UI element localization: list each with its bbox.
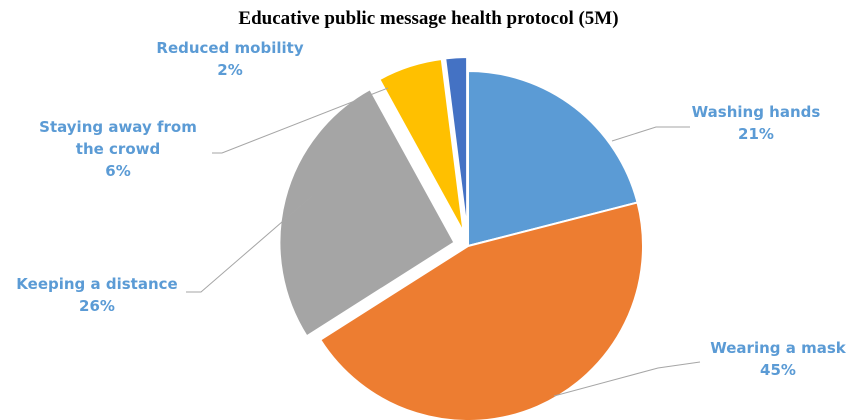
data-label-value-wearing-a-mask: 45% xyxy=(760,361,796,379)
chart-title: Educative public message health protocol… xyxy=(238,8,619,29)
data-label-name-wearing-a-mask: Wearing a mask xyxy=(710,339,847,357)
data-label-name-washing-hands: Washing hands xyxy=(692,103,821,121)
leader-line-staying-away-from-the-crowd xyxy=(212,87,389,154)
pie-slice-staying-away-from-the-crowd xyxy=(378,57,465,234)
pie-slice-wearing-a-mask xyxy=(318,201,644,420)
data-label-value-reduced-mobility: 2% xyxy=(217,61,242,79)
data-label-value-staying-away-from-the-crowd: 6% xyxy=(105,162,130,180)
data-label-name-staying-away-from-the-crowd: Staying away from xyxy=(39,118,197,136)
data-label-name-keeping-a-distance: Keeping a distance xyxy=(16,275,177,293)
data-label-value-washing-hands: 21% xyxy=(738,125,774,143)
leader-line-wearing-a-mask xyxy=(553,361,701,397)
data-label-value-keeping-a-distance: 26% xyxy=(79,297,115,315)
data-label-name-reduced-mobility: Reduced mobility xyxy=(156,39,303,57)
pie-slice-keeping-a-distance xyxy=(278,87,456,338)
pie-slice-reduced-mobility xyxy=(444,56,469,233)
leader-line-keeping-a-distance xyxy=(186,195,313,293)
data-label-name-staying-away-from-the-crowd: the crowd xyxy=(76,140,160,158)
leader-line-washing-hands xyxy=(611,126,690,142)
pie-slice-washing-hands xyxy=(467,69,639,248)
